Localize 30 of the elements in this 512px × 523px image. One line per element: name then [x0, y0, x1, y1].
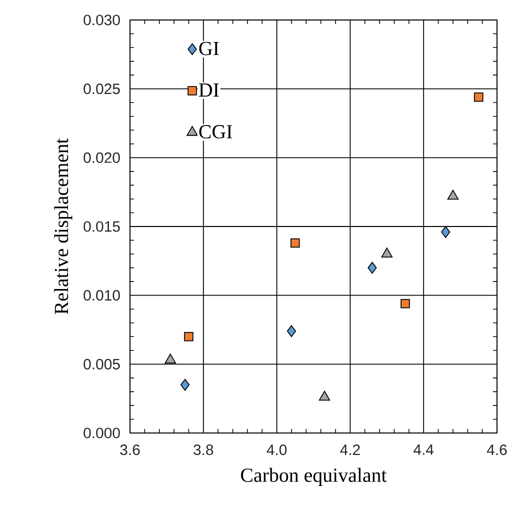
x-tick-label: 4.4	[414, 444, 434, 455]
x-tick-label: 3.6	[120, 444, 140, 456]
point	[286, 325, 296, 338]
point	[368, 262, 377, 274]
point	[290, 238, 300, 248]
y-tick-label: 0.020	[84, 152, 120, 163]
point	[400, 298, 410, 308]
point	[381, 248, 393, 258]
x-tick-label: 4.6	[486, 444, 507, 456]
y-tick-label: 0.010	[84, 290, 120, 301]
point	[180, 378, 190, 391]
x-tick-label: 4.0	[266, 444, 287, 456]
x-tick-label: 4.2	[340, 444, 360, 455]
x-tick-label: 3.8	[194, 444, 214, 456]
legend-label: GI	[199, 42, 219, 56]
y-tick-label: 0.030	[84, 14, 120, 26]
y-tick-label: 0.025	[84, 84, 120, 94]
point	[164, 354, 176, 364]
y-tick-label: 0.000	[84, 428, 120, 438]
point	[441, 226, 450, 238]
point	[474, 92, 484, 102]
x-axis-title: Carbon equivalant	[241, 468, 387, 486]
legend-label: DI	[199, 84, 219, 97]
point	[318, 390, 330, 401]
legend-label: CGI	[199, 125, 232, 138]
point	[447, 190, 459, 200]
y-tick-label: 0.005	[84, 358, 120, 370]
y-axis-title: Relative displacement	[54, 138, 72, 314]
y-tick-label: 0.015	[84, 221, 120, 232]
point	[184, 332, 194, 342]
